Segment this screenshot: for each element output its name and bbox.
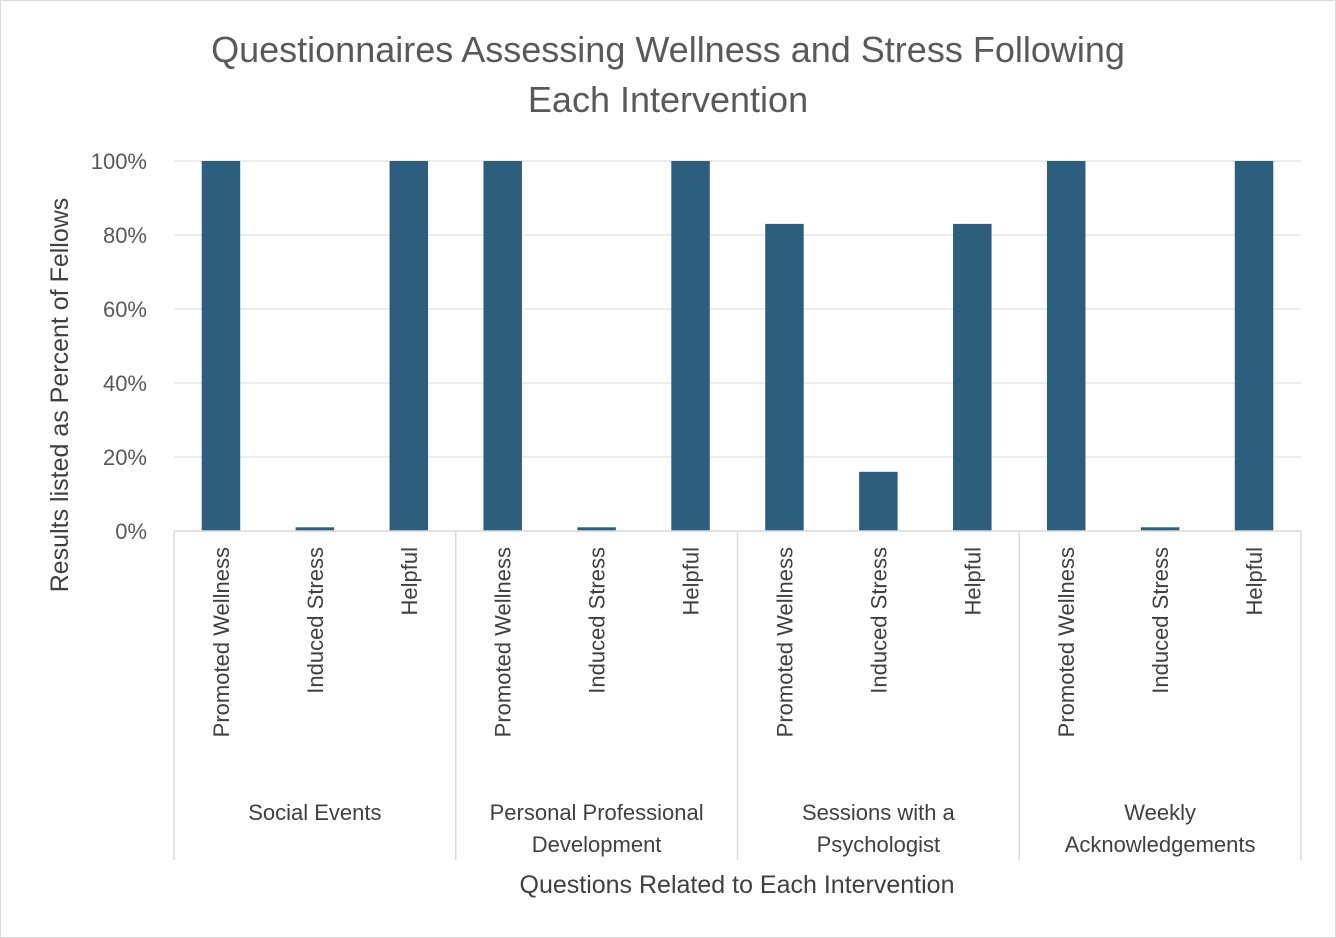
- category-label: Promoted Wellness: [491, 547, 516, 737]
- bar: [859, 471, 898, 531]
- y-axis-title: Results listed as Percent of Fellows: [46, 198, 74, 593]
- bar: [389, 161, 429, 531]
- x-axis: Promoted Wellness Induced Stress Helpful So…: [173, 530, 1302, 860]
- category-label: Helpful: [397, 547, 422, 615]
- bar: [201, 161, 241, 531]
- bar: [577, 527, 616, 531]
- category-label: Induced Stress: [1148, 547, 1173, 694]
- y-tick-label: 60%: [103, 297, 147, 322]
- group-label: Social Events: [248, 800, 381, 825]
- category-label: Induced Stress: [866, 547, 891, 694]
- y-axis-ticks: 0% 20% 40% 60% 80% 100%: [91, 149, 147, 544]
- bar: [295, 527, 335, 531]
- group-label: Psychologist: [817, 832, 941, 857]
- y-tick-label: 40%: [103, 371, 147, 396]
- category-label: Helpful: [679, 547, 704, 615]
- bar: [765, 223, 804, 531]
- bar: [1046, 161, 1086, 531]
- category-label: Promoted Wellness: [772, 547, 797, 737]
- category-label: Promoted Wellness: [1054, 547, 1079, 737]
- category-label: Induced Stress: [303, 547, 328, 694]
- group-label: Sessions with a: [802, 800, 956, 825]
- y-tick-label: 100%: [91, 149, 147, 174]
- chart-title: Questionnaires Assessing Wellness and St…: [211, 29, 1125, 120]
- chart-title-line-2: Each Intervention: [528, 79, 808, 120]
- category-label: Induced Stress: [585, 547, 610, 694]
- group-label: Development: [532, 832, 662, 857]
- y-tick-label: 20%: [103, 445, 147, 470]
- category-label: Helpful: [960, 547, 985, 615]
- bars: [201, 161, 1274, 531]
- y-tick-label: 80%: [103, 223, 147, 248]
- bar: [483, 161, 522, 531]
- bar: [1140, 527, 1180, 531]
- bar: [953, 223, 992, 531]
- group-label: Personal Professional: [490, 800, 704, 825]
- category-label: Helpful: [1242, 547, 1267, 615]
- category-label: Promoted Wellness: [209, 547, 234, 737]
- bar: [1234, 161, 1274, 531]
- x-axis-title: Questions Related to Each Intervention: [520, 871, 955, 899]
- y-tick-label: 0%: [115, 519, 147, 544]
- group-label: Acknowledgements: [1065, 832, 1256, 857]
- chart-title-line-1: Questionnaires Assessing Wellness and St…: [211, 29, 1125, 70]
- gridlines: [174, 160, 1301, 458]
- bar: [671, 161, 710, 531]
- group-label: Weekly: [1124, 800, 1196, 825]
